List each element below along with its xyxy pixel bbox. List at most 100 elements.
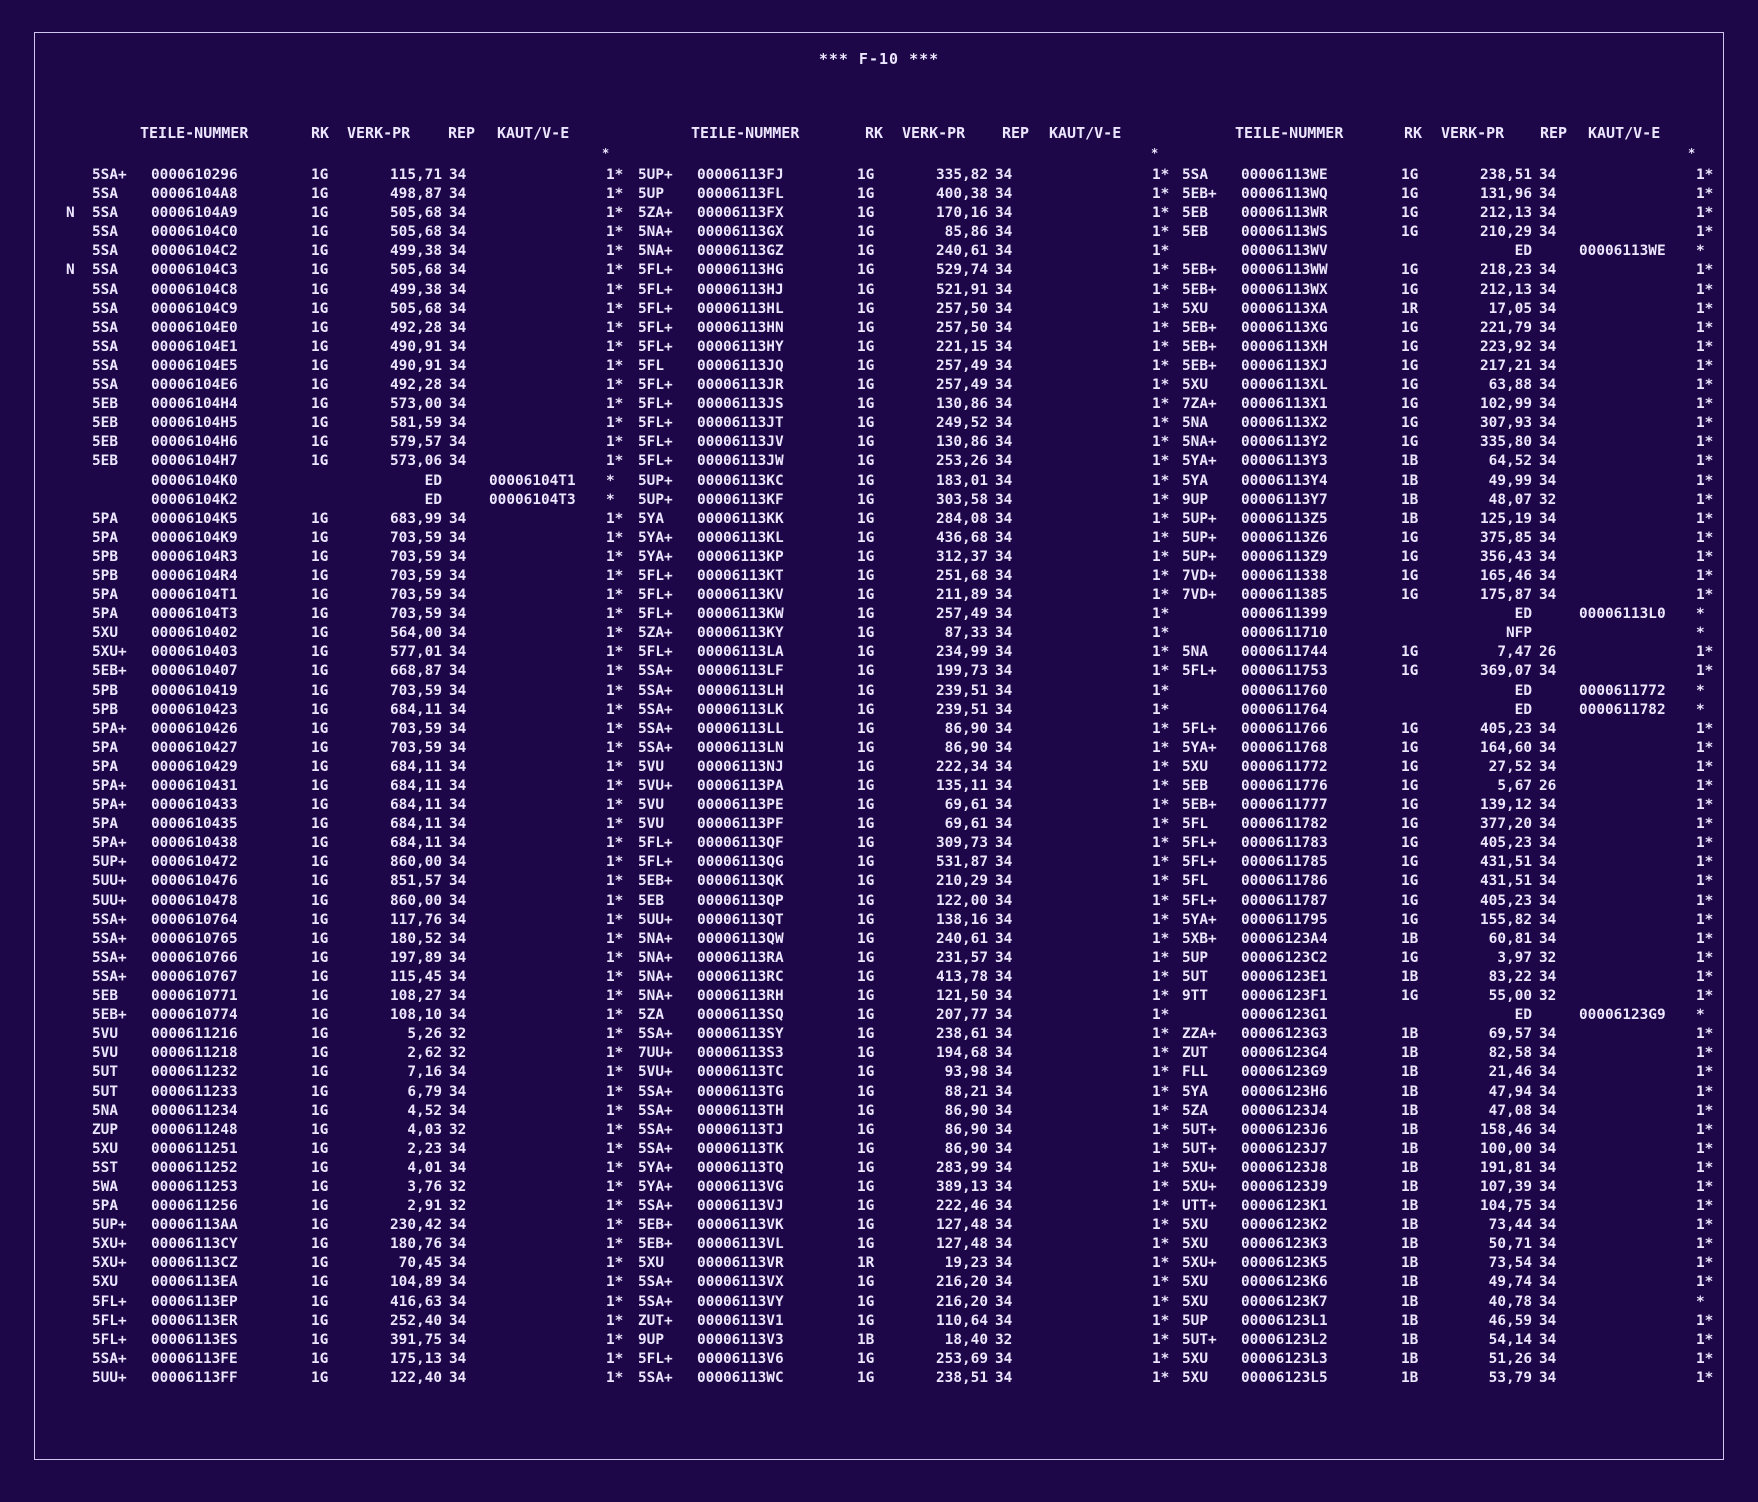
cell-num: 00006113NJ: [697, 758, 784, 775]
cell-alt: 00006113L0: [1579, 606, 1666, 623]
cell-end: 1*: [1696, 224, 1714, 241]
cell-pr: 238,51: [936, 1369, 988, 1386]
cell-end: 1*: [1696, 1331, 1714, 1348]
cell-num: 00006113Y3: [1241, 453, 1328, 470]
cell-pr: 684,11: [390, 778, 442, 794]
cell-end: 1*: [606, 949, 624, 966]
cell-rep: 34: [995, 1102, 1013, 1119]
cell-pr: 210,29: [1480, 224, 1532, 241]
cell-num: 0000610774: [151, 1007, 238, 1024]
cell-rep: 34: [995, 167, 1013, 183]
cell-num: 00006113EA: [151, 1274, 238, 1291]
cell-num: 00006104T3: [151, 606, 238, 623]
cell-rk: 1G: [857, 377, 875, 394]
cell-pr: ED: [1514, 243, 1532, 260]
cell-rk: 1B: [1401, 1255, 1419, 1272]
cell-pr: 405,23: [1480, 892, 1532, 909]
cell-rep: 34: [449, 758, 467, 775]
cell-rk: 1G: [1401, 224, 1419, 241]
cell-rk: 1G: [857, 1350, 875, 1367]
cell-end: 1*: [1152, 357, 1170, 374]
cell-rep: 34: [1539, 854, 1557, 871]
cell-num: 0000610771: [151, 988, 238, 1005]
cell-pr: 223,92: [1480, 338, 1532, 355]
cell-pr: 212,13: [1480, 281, 1532, 298]
cell-rep: 34: [1539, 529, 1557, 546]
cell-end: 1*: [606, 224, 624, 241]
cell-rep: 34: [1539, 663, 1557, 680]
cell-num: 00006113KT: [697, 567, 784, 584]
cell-num: 00006113X2: [1241, 415, 1328, 432]
cell-rep: 34: [995, 949, 1013, 966]
cell-pre: 5EB+: [1182, 357, 1217, 374]
cell-pr: 49,74: [1488, 1274, 1532, 1291]
cell-rk: 1G: [857, 1217, 875, 1234]
cell-pre: 5YA: [1182, 1083, 1208, 1100]
cell-rep: 32: [995, 1331, 1013, 1348]
cell-pr: 60,81: [1488, 930, 1532, 947]
cell-end: 1*: [606, 167, 624, 183]
cell-pr: 199,73: [936, 663, 988, 680]
header-star: *: [1688, 146, 1696, 160]
cell-end: 1*: [606, 930, 624, 947]
cell-pre: 5XU: [1182, 1369, 1208, 1386]
cell-pr: 238,51: [1480, 167, 1532, 183]
cell-rep: 34: [1539, 758, 1557, 775]
cell-num: 00006113KF: [697, 491, 784, 508]
cell-pr: 668,87: [390, 663, 442, 680]
cell-pr: 158,46: [1480, 1121, 1532, 1138]
header-teile: TEILE-NUMMER: [140, 124, 249, 142]
cell-rep: 34: [449, 1236, 467, 1253]
cell-pre: 5FL+: [92, 1312, 127, 1329]
cell-pre: 5PB: [92, 548, 118, 565]
cell-pr: 127,48: [936, 1217, 988, 1234]
cell-rk: 1B: [1401, 510, 1419, 527]
cell-rk: 1G: [857, 911, 875, 928]
cell-rk: 1G: [857, 224, 875, 241]
cell-rk: 1G: [311, 682, 329, 699]
cell-rk: 1G: [857, 281, 875, 298]
cell-pr: 221,79: [1480, 319, 1532, 336]
cell-rep: 34: [449, 453, 467, 470]
cell-rep: 34: [995, 1312, 1013, 1329]
cell-pre: 5XU: [1182, 1217, 1208, 1234]
cell-end: 1*: [606, 281, 624, 298]
cell-pr: 175,87: [1480, 587, 1532, 604]
cell-pre: 5SA+: [638, 701, 673, 718]
cell-rk: 1G: [311, 300, 329, 317]
cell-num: 0000610438: [151, 835, 238, 852]
cell-rep: 34: [449, 1350, 467, 1367]
cell-rep: 34: [995, 548, 1013, 565]
cell-pre: 5YA: [1182, 472, 1208, 489]
cell-num: 00006113KP: [697, 548, 784, 565]
cell-num: 00006123L2: [1241, 1331, 1328, 1348]
cell-pr: 684,11: [390, 835, 442, 852]
cell-rep: 34: [1539, 205, 1557, 222]
cell-rep: 34: [449, 1159, 467, 1176]
cell-end: 1*: [606, 1274, 624, 1291]
cell-pr: 356,43: [1480, 548, 1532, 565]
cell-end: 1*: [1152, 1083, 1170, 1100]
cell-pr: 431,51: [1480, 873, 1532, 890]
cell-num: 00006104R3: [151, 548, 238, 565]
cell-num: 00006123A4: [1241, 930, 1328, 947]
cell-pr: 21,46: [1488, 1064, 1532, 1081]
cell-pr: 183,01: [936, 472, 988, 489]
cell-pre: 5PA+: [92, 797, 127, 814]
cell-rep: 34: [995, 281, 1013, 298]
cell-end: 1*: [1152, 472, 1170, 489]
cell-num: 00006113LK: [697, 701, 784, 718]
cell-pre: 5EB+: [638, 1236, 673, 1253]
cell-pre: 5XU: [1182, 300, 1208, 317]
cell-rep: 34: [1539, 472, 1557, 489]
cell-rk: 1G: [311, 1083, 329, 1100]
cell-num: 0000611787: [1241, 892, 1328, 909]
cell-rk: 1G: [857, 778, 875, 794]
cell-pre: 5FL+: [638, 567, 673, 584]
cell-end: 1*: [606, 911, 624, 928]
cell-rk: 1B: [1401, 453, 1419, 470]
cell-num: 00006113WC: [697, 1369, 784, 1386]
cell-rk: 1G: [311, 434, 329, 451]
cell-num: 00006113CY: [151, 1236, 238, 1253]
cell-end: 1*: [606, 587, 624, 604]
